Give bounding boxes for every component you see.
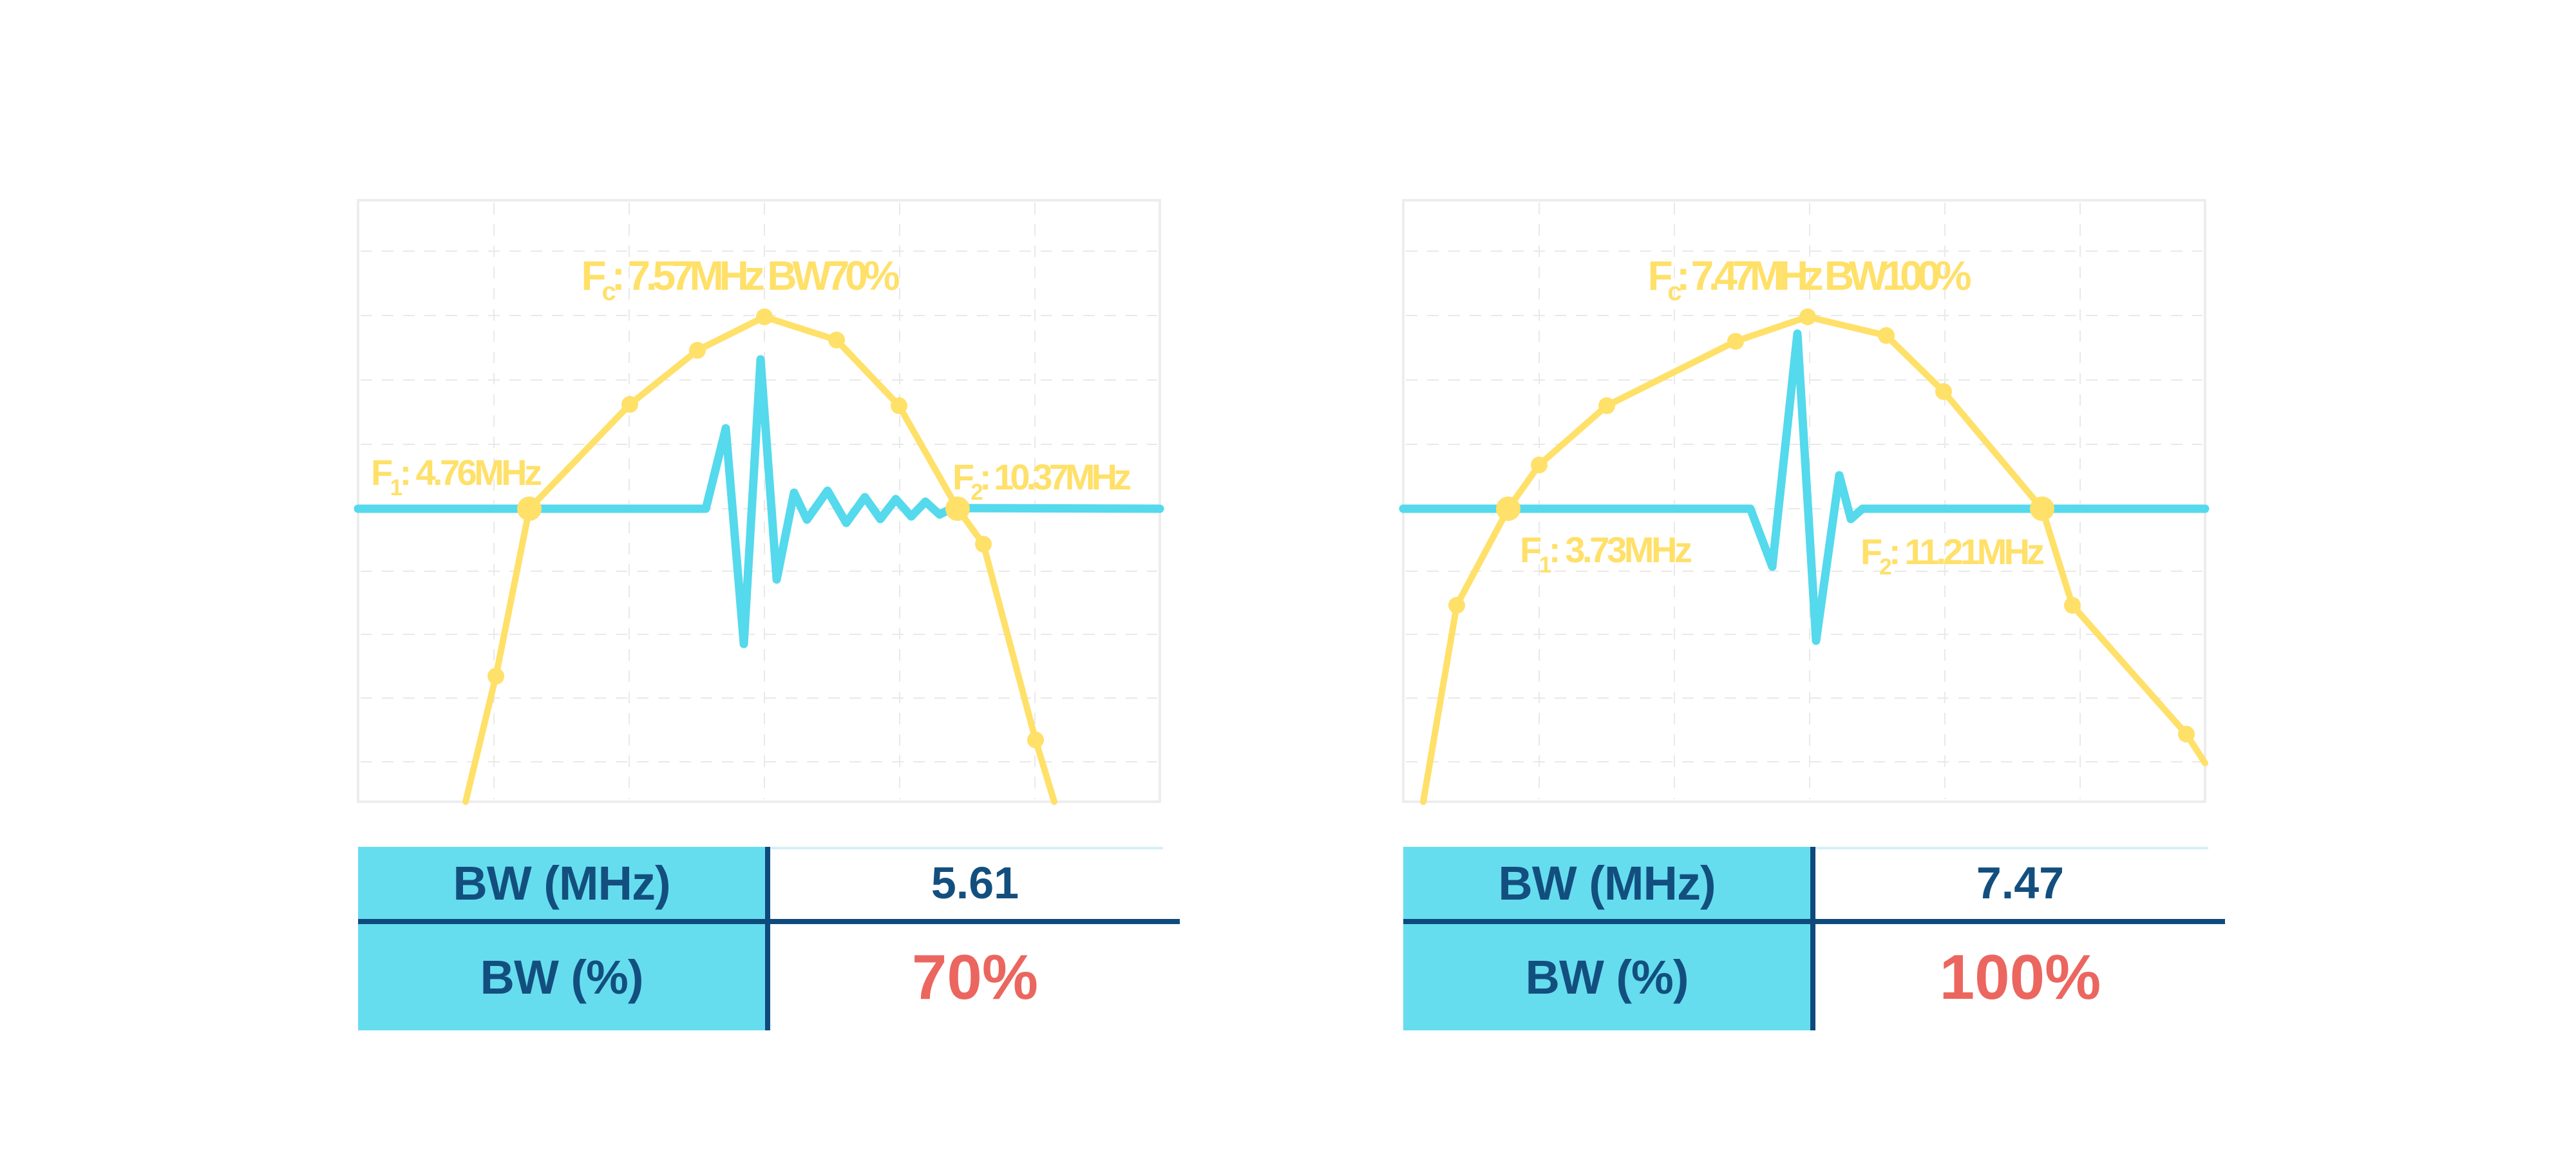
right-data-point [1799, 308, 1816, 325]
left-f1-label: F1: 4.76MHz [371, 452, 542, 500]
left-data-point [488, 668, 504, 685]
left-data-point [621, 396, 638, 413]
bw-mhz-value: 5.61 [931, 858, 1019, 908]
left-data-point [689, 342, 706, 359]
left-threshold-point [945, 497, 970, 521]
right-data-point [1531, 457, 1548, 473]
right-data-point [2064, 597, 2081, 614]
bw-table-left-label-column [358, 847, 765, 1030]
bw-mhz-label: BW (MHz) [453, 856, 670, 910]
right-pulse-waveform [1399, 329, 2210, 645]
left-data-point [1027, 732, 1044, 748]
right-chart: Fc: 7.47MHz BW100% F1: 3.73MHz F2: 11.21MH… [1399, 199, 2210, 805]
right-data-point [1935, 383, 1952, 400]
left-data-point [756, 308, 773, 325]
right-data-point [1598, 397, 1615, 414]
left-spectrum-curve [462, 314, 1057, 805]
right-data-point [1727, 333, 1744, 350]
right-f1-label: F1: 3.73MHz [1520, 529, 1692, 578]
bw-mhz-value: 7.47 [1976, 858, 2065, 908]
bw-table-left-top-border [770, 847, 1163, 849]
right-data-point [2178, 726, 2195, 743]
bw-pct-value: 100% [1939, 941, 2101, 1012]
left-f2-label: F2: 10.37MHz [952, 457, 1132, 505]
bw-pct-value: 70% [911, 941, 1039, 1012]
left-data-point [891, 397, 907, 414]
right-f2-label: F2: 11.21MHz [1861, 531, 2045, 580]
left-data-point [975, 536, 992, 553]
left-pulse-waveform [354, 355, 1164, 648]
right-threshold-point [1496, 497, 1520, 521]
right-fc-bw-label: Fc: 7.47MHz BW100% [1648, 252, 1972, 306]
left-data-point [828, 332, 845, 348]
right-data-point [1448, 597, 1465, 614]
bw-table-right: BW (MHz) BW (%) 7.47 100% [1403, 847, 2225, 1030]
bw-table-right-label-column [1403, 847, 1810, 1030]
left-fc-bw-label: Fc: 7.57MHz BW70% [582, 252, 900, 306]
left-chart: Fc: 7.57MHz BW70% F1: 4.76MHz F2: 10.37MHz [354, 199, 1164, 805]
left-threshold-point [517, 497, 542, 521]
bw-table-left-column-divider [765, 847, 770, 1030]
bw-pct-label: BW (%) [480, 951, 644, 1004]
right-threshold-point [2030, 497, 2054, 521]
bw-pct-label: BW (%) [1525, 951, 1689, 1004]
right-data-point [1878, 327, 1895, 344]
bw-table-left: BW (MHz) BW (%) 5.61 70% [358, 847, 1180, 1030]
bw-mhz-label: BW (MHz) [1498, 856, 1716, 910]
bw-table-right-column-divider [1810, 847, 1815, 1030]
bw-table-right-top-border [1815, 847, 2208, 849]
